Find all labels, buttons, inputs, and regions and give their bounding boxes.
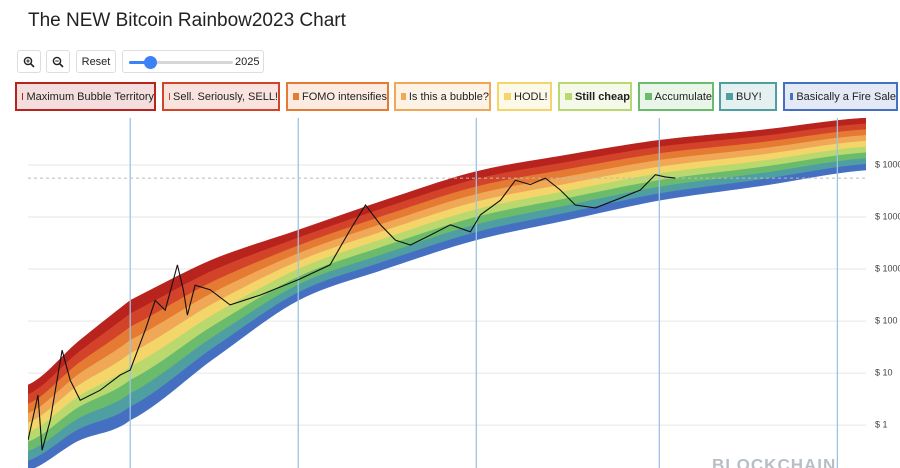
legend-item-background: [396, 84, 489, 109]
rainbow-band: [28, 163, 866, 468]
reset-button[interactable]: Reset: [76, 50, 116, 73]
legend-swatch: [645, 93, 652, 100]
legend-swatch: [565, 93, 572, 100]
bands: [28, 118, 866, 468]
legend-item[interactable]: Basically a Fire Sale: [783, 82, 898, 111]
legend-swatch: [790, 93, 794, 100]
rainbow-band: [28, 158, 866, 462]
y-tick-label: $ 100: [875, 315, 898, 325]
legend-label: Accumulate: [654, 90, 712, 103]
legend-item[interactable]: BUY!: [719, 82, 777, 111]
slider-track: [129, 61, 233, 64]
slider-label: 2025: [235, 56, 260, 68]
legend-item[interactable]: HODL!: [497, 82, 552, 111]
rainbow-band: [28, 123, 866, 405]
legend-swatch: [401, 93, 406, 100]
zoom-in-icon: [23, 56, 35, 68]
zoom-in-button[interactable]: [17, 50, 41, 73]
legend-swatch: [22, 93, 24, 100]
rainbow-band: [28, 129, 866, 414]
price-line: [28, 174, 676, 451]
y-tick-label: $ 1000: [875, 159, 900, 169]
legend-item[interactable]: Maximum Bubble Territory: [15, 82, 156, 111]
y-tick-label: $ 10: [875, 367, 893, 377]
legend-item[interactable]: FOMO intensifies: [286, 82, 389, 111]
legend-swatch: [169, 93, 171, 100]
legend-swatch: [726, 93, 733, 100]
legend-label: Sell. Seriously, SELL!: [173, 90, 278, 103]
rainbow-band: [28, 140, 866, 433]
rainbow-band: [28, 118, 866, 395]
legend-swatch: [293, 93, 300, 100]
band-edge: [28, 118, 866, 385]
y-tick-label: $ 1000: [875, 263, 900, 273]
legend-item[interactable]: Is this a bubble?: [394, 82, 491, 111]
legend-swatch: [504, 93, 511, 100]
legend-item[interactable]: Sell. Seriously, SELL!: [162, 82, 280, 111]
rainbow-band: [28, 152, 866, 452]
page-title: The NEW Bitcoin Rainbow2023 Chart: [28, 10, 346, 31]
year-slider[interactable]: 2025: [122, 50, 264, 73]
legend: Maximum Bubble Territory Sell. Seriously,…: [15, 82, 899, 112]
legend-label: FOMO intensifies: [302, 90, 387, 103]
slider-fill: [129, 61, 151, 64]
legend-item-background: [17, 84, 154, 109]
watermark: BLOCKCHAIN: [712, 455, 836, 468]
slider-knob[interactable]: [144, 56, 157, 69]
legend-label: Is this a bubble?: [408, 90, 489, 103]
legend-item[interactable]: Still cheap: [558, 82, 632, 111]
rainbow-band: [28, 146, 866, 443]
y-tick-label: $ 1000: [875, 211, 900, 221]
legend-label: BUY!: [736, 90, 762, 103]
rainbow-band: [28, 135, 866, 424]
y-tick-label: $ 1: [875, 420, 888, 430]
legend-item-background: [640, 84, 712, 109]
band-edge: [28, 170, 866, 468]
legend-label: Basically a Fire Sale: [796, 90, 896, 103]
legend-item-background: [785, 84, 896, 109]
legend-label: Maximum Bubble Territory: [26, 90, 154, 103]
zoom-out-button[interactable]: [46, 50, 70, 73]
legend-item[interactable]: Accumulate: [638, 82, 714, 111]
legend-item-background: [288, 84, 387, 109]
legend-item-background: [164, 84, 278, 109]
legend-label: Still cheap: [574, 90, 630, 103]
zoom-out-icon: [52, 56, 64, 68]
legend-label: HODL!: [514, 90, 548, 103]
